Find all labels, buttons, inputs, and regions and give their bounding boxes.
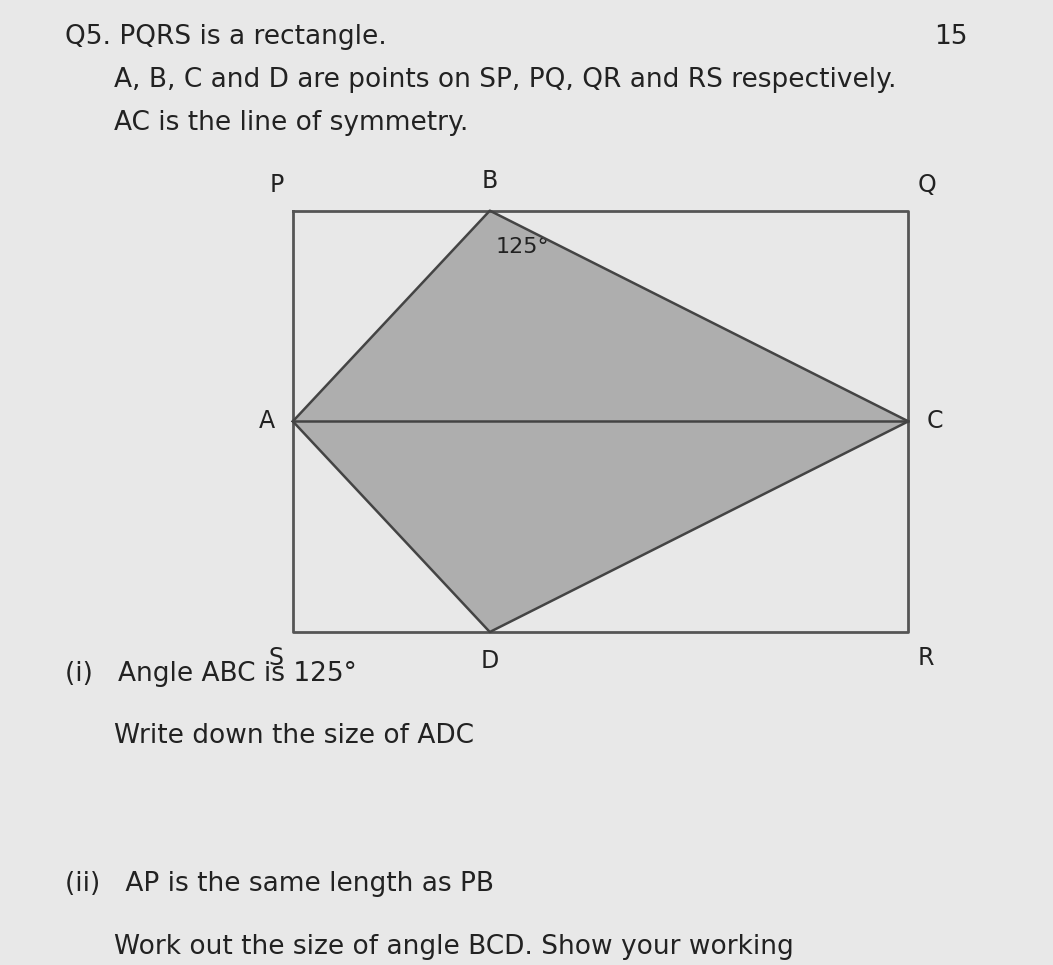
Polygon shape <box>293 210 909 422</box>
Text: C: C <box>927 409 942 433</box>
Text: A: A <box>259 409 275 433</box>
Text: Work out the size of angle BCD. Show your working: Work out the size of angle BCD. Show you… <box>114 933 794 959</box>
Text: D: D <box>480 649 499 674</box>
Text: A, B, C and D are points on SP, PQ, QR and RS respectively.: A, B, C and D are points on SP, PQ, QR a… <box>114 67 897 93</box>
Text: 15: 15 <box>934 24 968 50</box>
Text: S: S <box>269 646 284 670</box>
Text: 125°: 125° <box>495 236 549 257</box>
Text: P: P <box>270 173 284 197</box>
Text: (ii)   AP is the same length as PB: (ii) AP is the same length as PB <box>64 871 494 897</box>
Text: B: B <box>481 170 498 193</box>
Text: AC is the line of symmetry.: AC is the line of symmetry. <box>114 110 469 136</box>
Polygon shape <box>293 422 909 632</box>
Text: Write down the size of ADC: Write down the size of ADC <box>114 723 474 749</box>
Text: Q5. PQRS is a rectangle.: Q5. PQRS is a rectangle. <box>64 24 386 50</box>
Text: Q: Q <box>917 173 936 197</box>
Text: R: R <box>917 646 934 670</box>
Text: (i)   Angle ABC is 125°: (i) Angle ABC is 125° <box>64 661 356 687</box>
